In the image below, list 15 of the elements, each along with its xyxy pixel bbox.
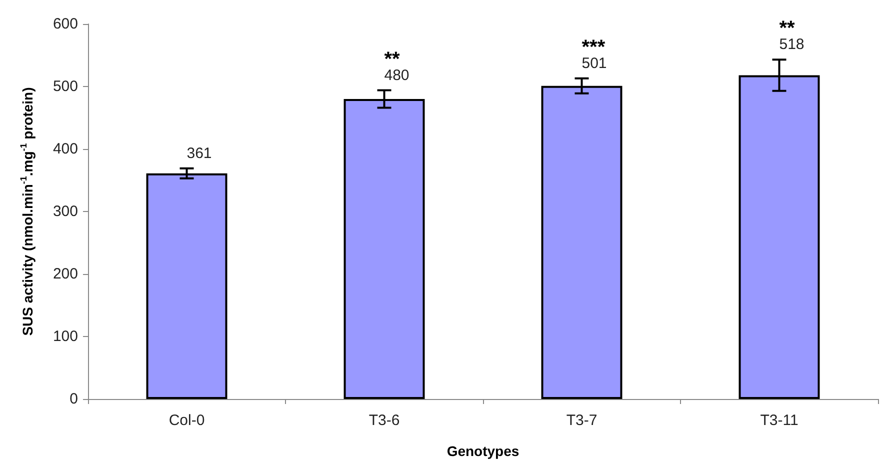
x-tick-label: Col-0 [168,412,205,429]
y-tick-label: 0 [70,390,78,408]
x-tick-label: T3-11 [760,412,798,429]
y-tick-label: 400 [52,140,78,158]
y-tick-label: 200 [52,266,78,282]
bar [146,173,228,399]
y-tick-label: 500 [52,78,78,95]
x-tick-label: T3-7 [566,412,598,429]
x-axis-title: Genotypes [446,443,520,459]
data-label: 361 [186,144,212,162]
y-tick-label: 300 [52,203,78,220]
y-axis-title: SUS activity (nmol.min-1.mg-1 protein) [18,87,36,336]
y-tick-label: 600 [52,16,78,32]
y-tick-label: 100 [52,328,78,345]
x-tick-label: T3-6 [368,412,400,429]
